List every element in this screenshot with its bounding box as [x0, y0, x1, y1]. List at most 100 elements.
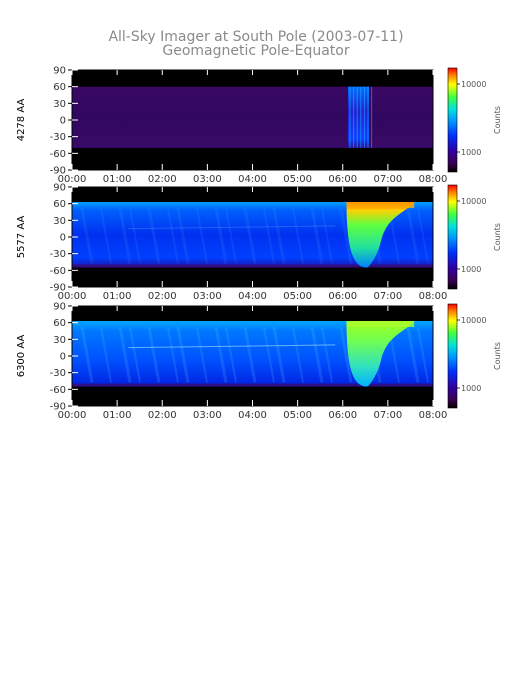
streak [292, 326, 304, 383]
x-tick-label: 03:00 [193, 410, 222, 421]
y-axis-label: 4278 AA [16, 99, 27, 142]
streak [243, 326, 257, 383]
colorbar-tick-label: 1000 [461, 148, 481, 157]
streak [196, 207, 208, 264]
x-tick-label: 05:00 [283, 410, 312, 421]
streak [243, 207, 257, 264]
x-tick-label: 05:00 [283, 174, 312, 185]
streak [118, 326, 132, 383]
x-tick-label: 07:00 [373, 174, 402, 185]
y-tick-label: 60 [53, 82, 66, 93]
arc-streak [128, 344, 336, 349]
streak [321, 207, 333, 264]
streak [310, 326, 324, 383]
colorbar [448, 68, 457, 172]
x-tick-label: 08:00 [419, 291, 448, 302]
y-tick-label: 90 [53, 66, 66, 77]
colorbar-tick-label: 1000 [461, 265, 481, 274]
x-tick-label: 00:00 [58, 174, 87, 185]
streak [176, 326, 190, 383]
streak [339, 326, 353, 383]
band-edge [72, 144, 433, 148]
streak [406, 326, 420, 383]
y-axis-label: 5577 AA [16, 216, 27, 259]
streak [417, 207, 429, 264]
auroral-burst [346, 321, 415, 387]
y-tick-label: -30 [50, 368, 66, 379]
x-tick-label: 02:00 [148, 174, 177, 185]
colorbar-frame [447, 184, 458, 290]
x-tick-label: 03:00 [193, 291, 222, 302]
x-tick-label: 00:00 [58, 410, 87, 421]
streak [80, 207, 94, 264]
streak [167, 326, 179, 383]
y-tick-label: 60 [53, 318, 66, 329]
y-tick-label: -90 [50, 166, 66, 177]
x-tick-label: 06:00 [328, 291, 357, 302]
streak [196, 326, 208, 383]
y-tick-label: -30 [50, 132, 66, 143]
colorbar [448, 304, 457, 408]
streak [129, 326, 141, 383]
streak [272, 326, 286, 383]
x-tick-label: 02:00 [148, 410, 177, 421]
colorbar-frame [447, 303, 458, 409]
streak [225, 207, 237, 264]
band-edge [72, 383, 433, 387]
colorbar [448, 185, 457, 289]
x-tick-label: 00:00 [58, 291, 87, 302]
streak [214, 207, 228, 264]
y-tick-label: 30 [53, 335, 66, 346]
x-tick-label: 04:00 [238, 410, 267, 421]
x-tick-label: 04:00 [238, 174, 267, 185]
x-tick-label: 01:00 [103, 174, 132, 185]
streak [263, 326, 275, 383]
streak [129, 207, 141, 264]
y-tick-label: -60 [50, 266, 66, 277]
streak [100, 207, 112, 264]
x-tick-label: 02:00 [148, 291, 177, 302]
y-axis-label: 6300 AA [16, 335, 27, 378]
y-tick-label: 90 [53, 302, 66, 313]
streak [417, 326, 429, 383]
colorbar-tick-label: 10000 [461, 316, 486, 325]
y-tick-label: -30 [50, 249, 66, 260]
burst-top-edge [346, 202, 415, 208]
y-tick-label: -60 [50, 385, 66, 396]
auroral-burst [348, 86, 370, 148]
y-tick-label: -90 [50, 402, 66, 413]
x-tick-label: 07:00 [373, 410, 402, 421]
x-tick-label: 03:00 [193, 174, 222, 185]
streak [339, 207, 353, 264]
data-band [72, 86, 433, 148]
y-tick-label: 60 [53, 199, 66, 210]
x-tick-label: 06:00 [328, 410, 357, 421]
x-tick-label: 01:00 [103, 291, 132, 302]
streak [147, 207, 161, 264]
chart-title: All-Sky Imager at South Pole (2003-07-11… [108, 29, 403, 45]
x-tick-label: 01:00 [103, 410, 132, 421]
colorbar-label: Counts [493, 106, 502, 134]
burst-top-edge [346, 321, 415, 327]
y-tick-label: 30 [53, 99, 66, 110]
colorbar-tick-label: 10000 [461, 80, 486, 89]
streak [80, 326, 94, 383]
streak [176, 207, 190, 264]
streak [214, 326, 228, 383]
x-tick-label: 08:00 [419, 174, 448, 185]
streak [406, 207, 420, 264]
streak [147, 326, 161, 383]
auroral-burst [346, 202, 415, 268]
band-edge [72, 264, 433, 268]
y-tick-label: -60 [50, 149, 66, 160]
streak [310, 207, 324, 264]
colorbar-tick-label: 1000 [461, 384, 481, 393]
y-tick-label: 0 [60, 116, 66, 127]
arc-streak [128, 225, 336, 230]
streak [100, 326, 112, 383]
streak [118, 207, 132, 264]
streak [167, 207, 179, 264]
